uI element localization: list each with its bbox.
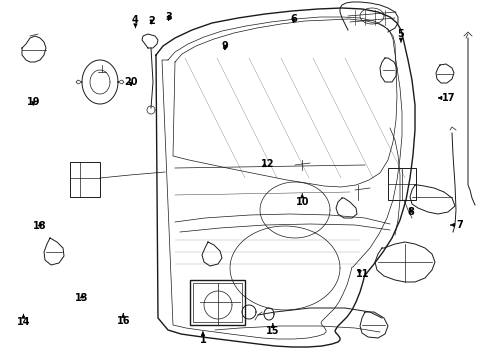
Bar xyxy=(193,283,242,322)
Text: 12: 12 xyxy=(261,159,274,169)
Text: 13: 13 xyxy=(75,293,89,303)
Text: 11: 11 xyxy=(355,269,369,279)
Text: 20: 20 xyxy=(124,77,138,87)
Bar xyxy=(70,162,100,197)
Text: 17: 17 xyxy=(438,93,455,103)
Text: 7: 7 xyxy=(450,220,462,230)
Text: 3: 3 xyxy=(165,12,172,22)
Text: 15: 15 xyxy=(265,323,279,336)
Text: 8: 8 xyxy=(407,207,413,217)
Bar xyxy=(387,168,415,200)
Text: 5: 5 xyxy=(397,29,404,42)
Text: 1: 1 xyxy=(199,332,206,345)
Text: 4: 4 xyxy=(132,15,139,28)
Text: 6: 6 xyxy=(289,14,296,24)
Text: 9: 9 xyxy=(221,41,228,51)
Text: 19: 19 xyxy=(26,96,40,107)
Text: 2: 2 xyxy=(148,16,155,26)
Text: 14: 14 xyxy=(17,314,30,327)
Bar xyxy=(190,280,244,325)
Text: 18: 18 xyxy=(33,221,47,231)
Text: 10: 10 xyxy=(295,194,308,207)
Text: 16: 16 xyxy=(116,313,130,326)
